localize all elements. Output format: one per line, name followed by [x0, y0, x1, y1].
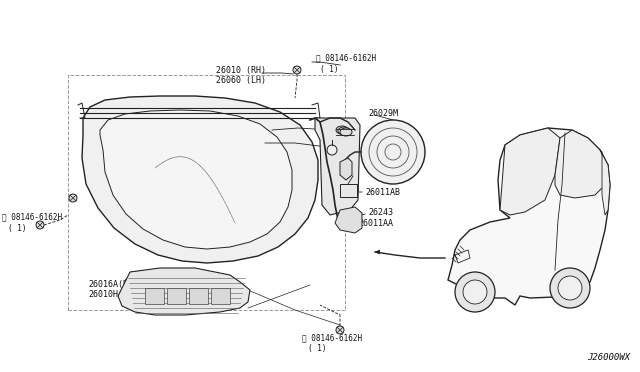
Ellipse shape — [336, 126, 348, 134]
Circle shape — [463, 280, 487, 304]
Polygon shape — [82, 96, 318, 263]
Circle shape — [455, 272, 495, 312]
Circle shape — [69, 194, 77, 202]
FancyBboxPatch shape — [166, 288, 186, 304]
Text: 26243: 26243 — [368, 208, 393, 217]
Polygon shape — [335, 207, 362, 233]
Text: 26010 (RH): 26010 (RH) — [216, 65, 266, 74]
FancyBboxPatch shape — [339, 183, 356, 196]
Circle shape — [558, 276, 582, 300]
Text: 26011AB: 26011AB — [365, 187, 400, 196]
Text: 26243+A: 26243+A — [208, 124, 243, 132]
Circle shape — [36, 221, 44, 229]
Text: J26000WX: J26000WX — [587, 353, 630, 362]
Text: 26011AA: 26011AA — [358, 218, 393, 228]
Bar — [68, 75, 345, 310]
Circle shape — [550, 268, 590, 308]
Polygon shape — [555, 130, 608, 198]
Text: Ⓑ 08146-6162H: Ⓑ 08146-6162H — [302, 334, 362, 343]
Ellipse shape — [338, 127, 350, 135]
Polygon shape — [315, 118, 360, 215]
Text: 26011A: 26011A — [208, 137, 238, 145]
Circle shape — [361, 120, 425, 184]
Text: Ⓑ 08146-6162H: Ⓑ 08146-6162H — [316, 54, 376, 62]
Polygon shape — [100, 110, 292, 249]
FancyBboxPatch shape — [189, 288, 207, 304]
Polygon shape — [500, 128, 560, 215]
FancyBboxPatch shape — [211, 288, 230, 304]
Ellipse shape — [340, 128, 352, 136]
Polygon shape — [118, 268, 250, 315]
Text: 26010H(LH): 26010H(LH) — [88, 291, 138, 299]
Text: 26060 (LH): 26060 (LH) — [216, 76, 266, 84]
FancyBboxPatch shape — [145, 288, 163, 304]
Circle shape — [293, 66, 301, 74]
Text: 26016A(RH): 26016A(RH) — [88, 279, 138, 289]
Polygon shape — [340, 158, 352, 180]
Text: ( 1): ( 1) — [8, 224, 26, 232]
Text: 26029M: 26029M — [368, 109, 398, 118]
Circle shape — [336, 326, 344, 334]
Text: Ⓑ 08146-6162H: Ⓑ 08146-6162H — [2, 212, 62, 221]
Polygon shape — [448, 128, 610, 305]
Polygon shape — [600, 150, 610, 215]
Text: ( 1): ( 1) — [320, 64, 339, 74]
Circle shape — [327, 145, 337, 155]
Text: ( 1): ( 1) — [308, 344, 326, 353]
